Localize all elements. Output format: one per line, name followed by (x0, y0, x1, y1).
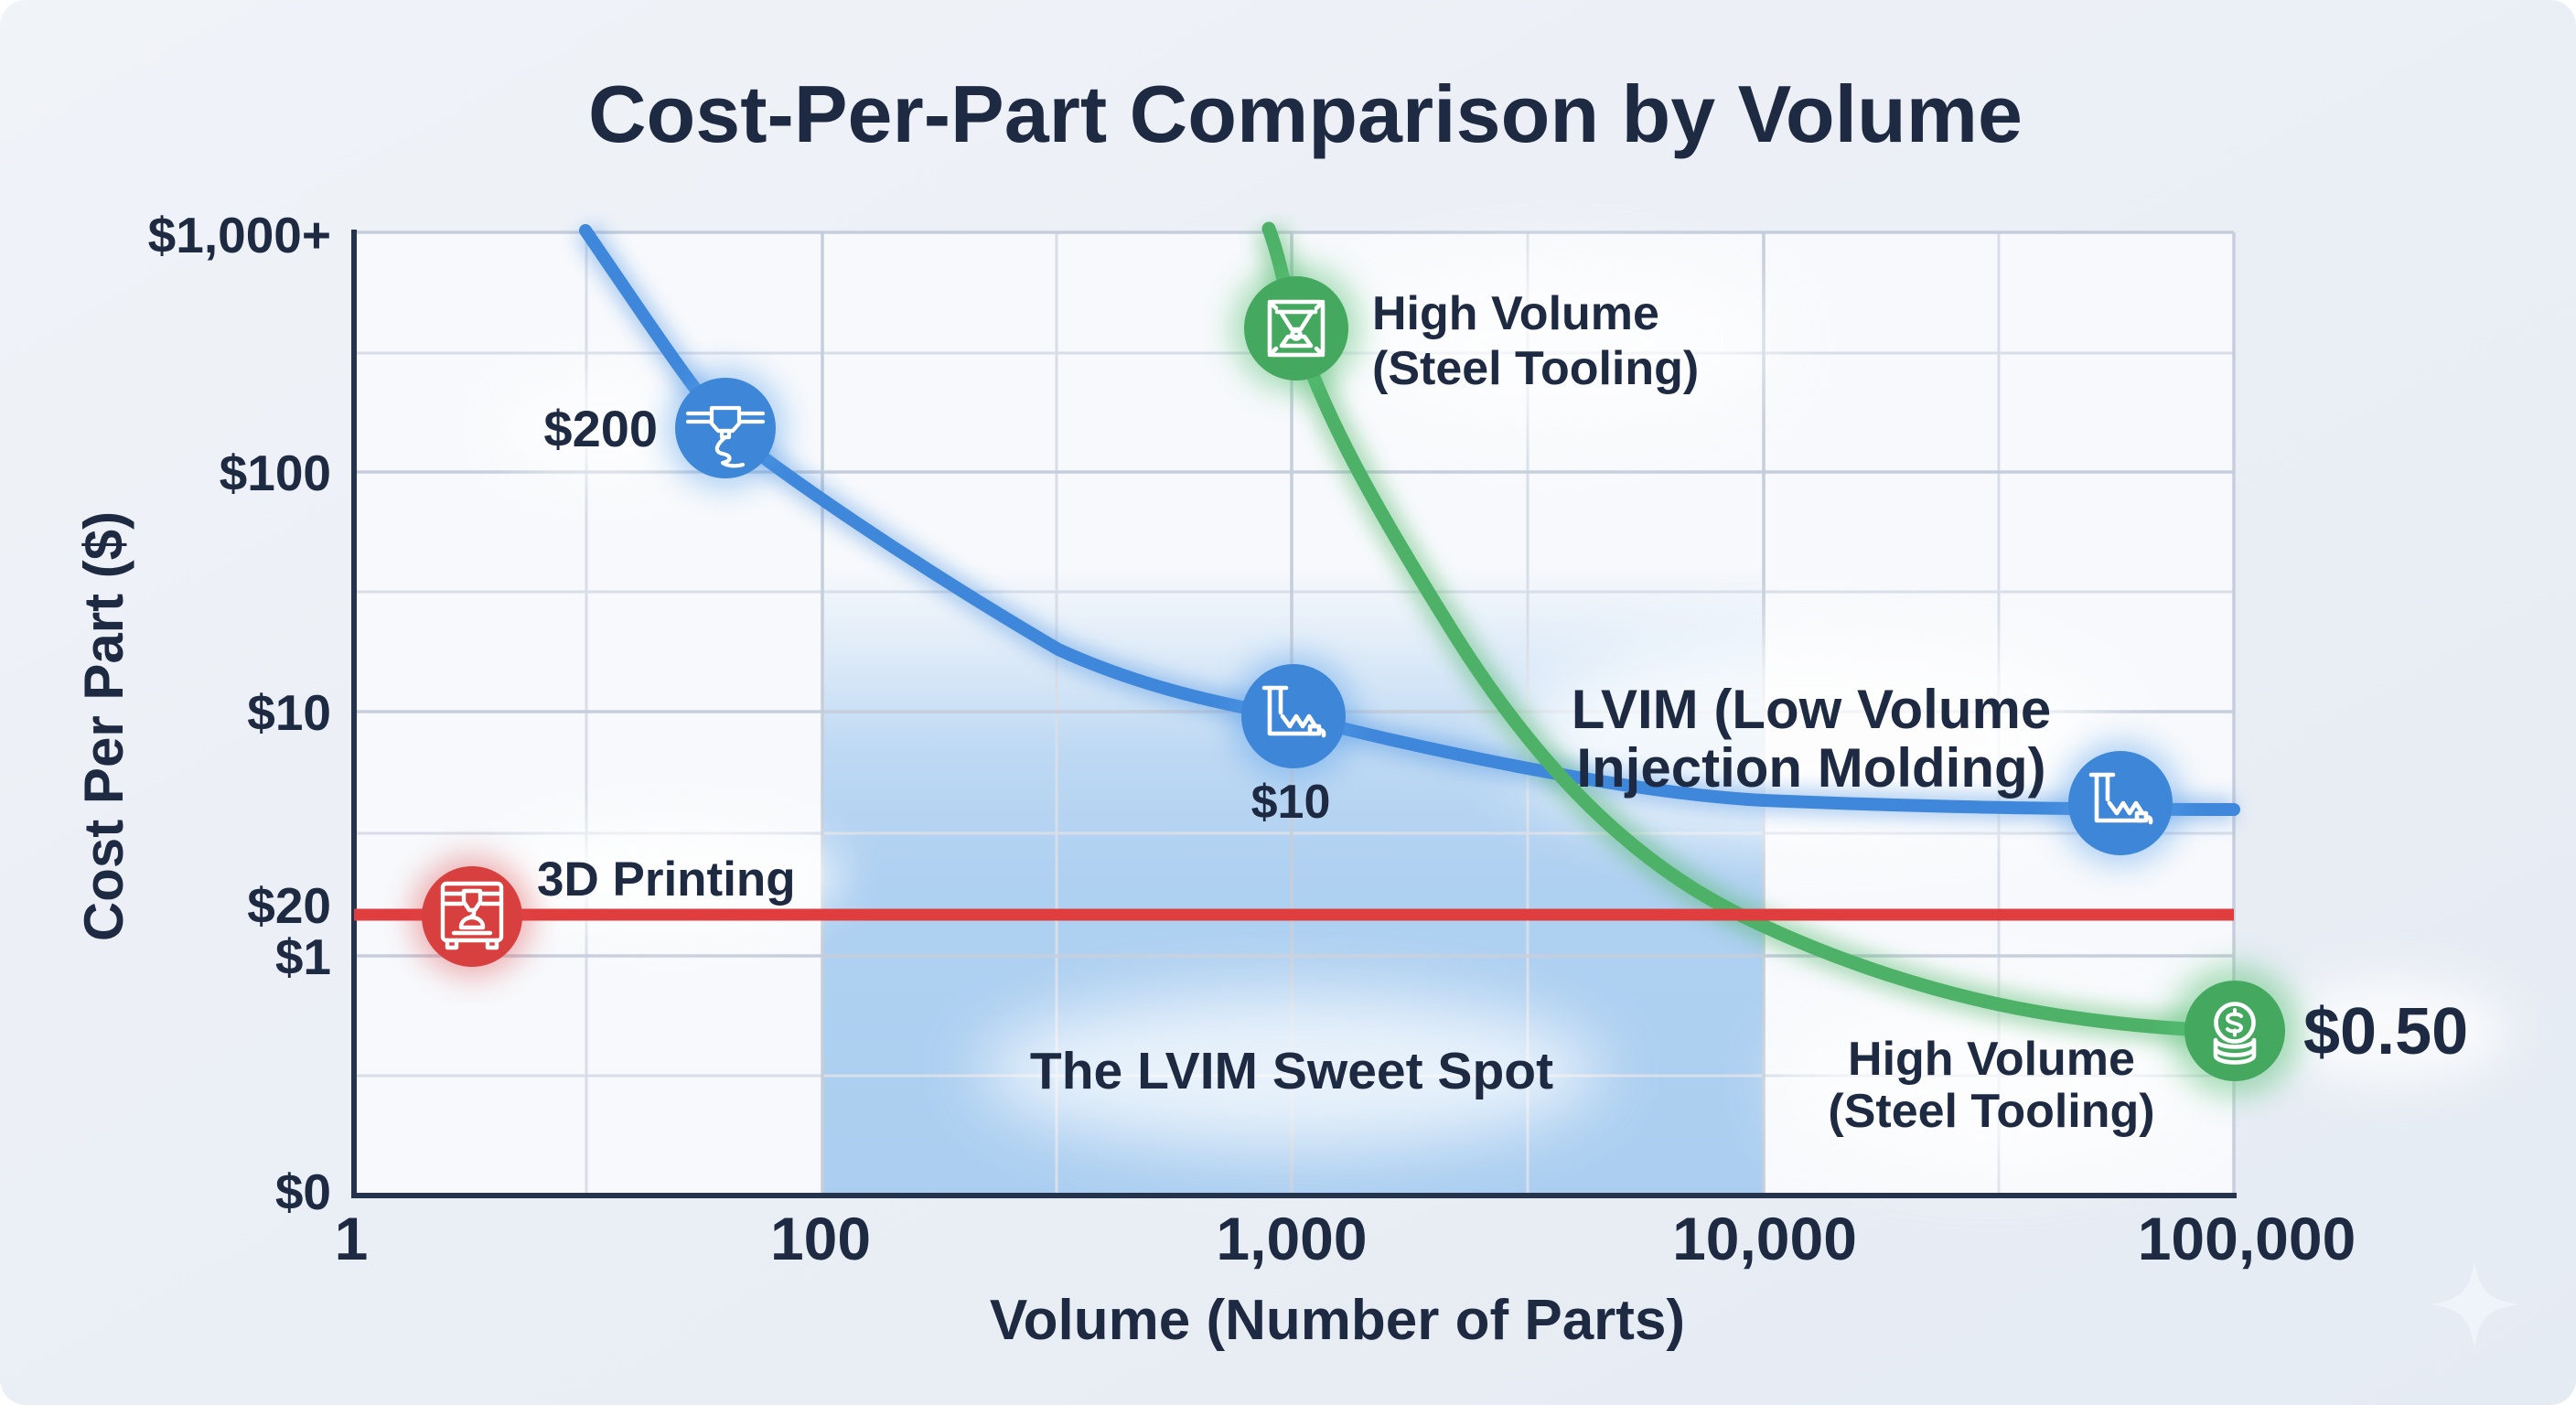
svg-text:3D Printing: 3D Printing (537, 853, 796, 906)
svg-text:100: 100 (770, 1205, 871, 1272)
svg-text:$1,000+: $1,000+ (148, 207, 331, 263)
svg-text:$20: $20 (247, 877, 331, 934)
svg-text:10,000: 10,000 (1672, 1205, 1857, 1272)
svg-text:(Steel Tooling): (Steel Tooling) (1828, 1085, 2154, 1138)
svg-text:$1: $1 (275, 928, 331, 985)
svg-text:100,000: 100,000 (2138, 1205, 2356, 1272)
svg-text:1,000: 1,000 (1216, 1205, 1367, 1272)
svg-text:Volume (Number of Parts): Volume (Number of Parts) (990, 1289, 1685, 1352)
svg-text:$100: $100 (220, 445, 331, 501)
svg-text:1: 1 (335, 1205, 369, 1272)
svg-text:High Volume: High Volume (1372, 287, 1659, 340)
svg-text:$10: $10 (1251, 776, 1331, 829)
svg-text:$0.50: $0.50 (2303, 995, 2468, 1068)
svg-text:The LVIM Sweet Spot: The LVIM Sweet Spot (1030, 1042, 1553, 1100)
svg-text:$0: $0 (275, 1164, 331, 1220)
svg-text:Cost-Per-Part Comparison by Vo: Cost-Per-Part Comparison by Volume (588, 69, 2023, 159)
svg-text:Cost Per Part ($): Cost Per Part ($) (73, 511, 134, 941)
svg-text:LVIM (Low Volume: LVIM (Low Volume (1572, 679, 2051, 740)
svg-text:Injection Molding): Injection Molding) (1576, 737, 2045, 799)
svg-text:(Steel Tooling): (Steel Tooling) (1372, 342, 1699, 395)
svg-text:High Volume: High Volume (1848, 1033, 2135, 1086)
svg-text:$10: $10 (247, 684, 331, 741)
svg-text:$200: $200 (543, 400, 658, 457)
